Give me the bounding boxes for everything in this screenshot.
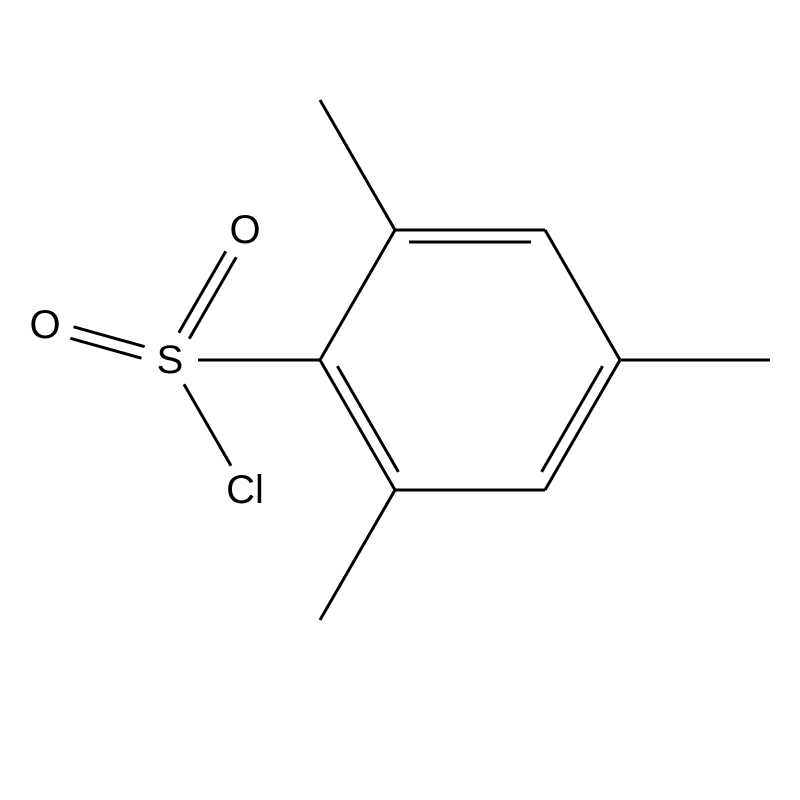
bond-line bbox=[189, 257, 236, 339]
bond-line bbox=[320, 230, 395, 360]
bond-line bbox=[320, 360, 395, 490]
atom-label-o: O bbox=[29, 303, 60, 347]
atom-label-o: O bbox=[229, 208, 260, 252]
bond-line bbox=[179, 251, 226, 333]
bond-line bbox=[320, 490, 395, 620]
molecule-diagram: S O O Cl bbox=[0, 0, 800, 800]
bond-line bbox=[320, 100, 395, 230]
bond-line bbox=[184, 384, 231, 466]
bond-line bbox=[337, 366, 398, 472]
atom-label-s: S bbox=[157, 338, 184, 382]
bond-line bbox=[545, 360, 620, 490]
atom-label-cl: Cl bbox=[226, 468, 264, 512]
bond-line bbox=[542, 366, 603, 472]
bond-line bbox=[545, 230, 620, 360]
